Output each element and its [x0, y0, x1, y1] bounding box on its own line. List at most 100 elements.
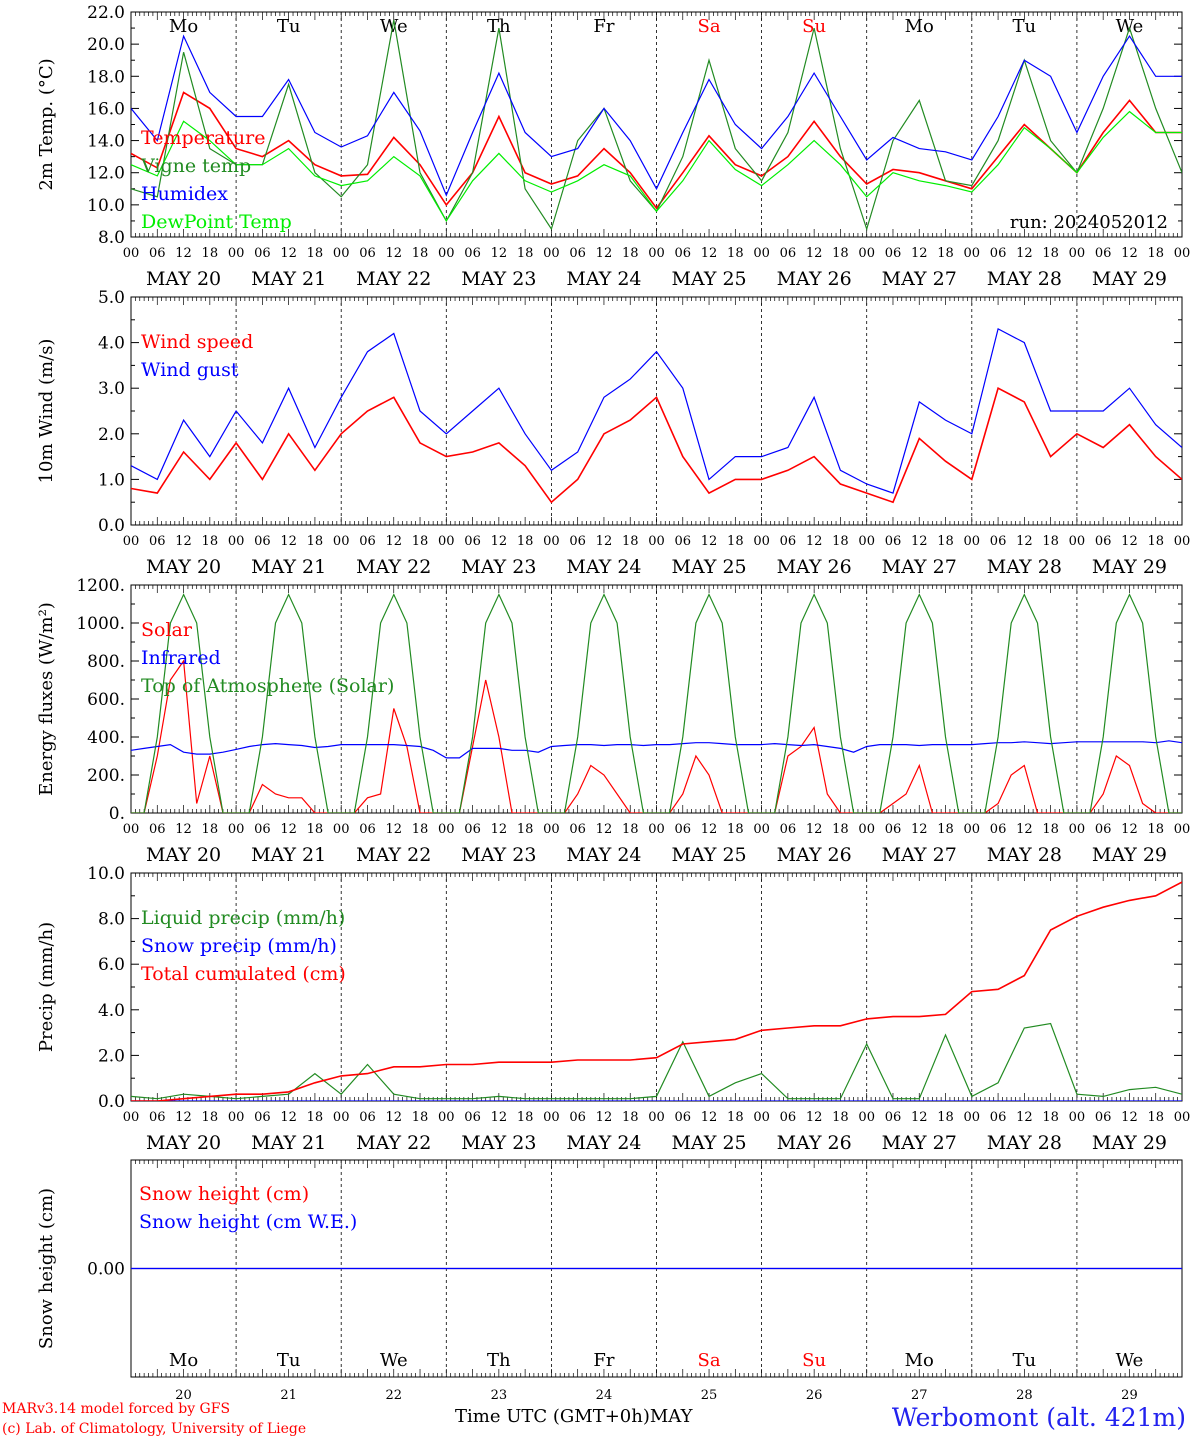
y-axis-label: Snow height (cm) [36, 1188, 57, 1349]
hour-tick-label: 00 [543, 822, 560, 837]
hour-tick-label: 06 [359, 1110, 376, 1125]
legend-entry: Snow height (cm W.E.) [139, 1211, 357, 1233]
hour-tick-label: 06 [359, 822, 376, 837]
hour-tick-label: 12 [701, 1110, 718, 1125]
hour-tick-label: 18 [727, 822, 744, 837]
y-tick-label: 0. [109, 804, 125, 824]
hour-tick-label: 06 [1095, 822, 1112, 837]
model-credit: MARv3.14 model forced by GFS [2, 1401, 231, 1417]
y-tick-label: 1.0 [98, 470, 125, 490]
date-label: MAY 28 [987, 1132, 1062, 1154]
hour-tick-label: 00 [964, 246, 981, 261]
weekday-label: Sa [698, 16, 721, 37]
hour-tick-label: 12 [596, 1110, 613, 1125]
y-axis-label: 10m Wind (m/s) [36, 339, 57, 484]
hour-tick-label: 00 [858, 1110, 875, 1125]
hour-tick-label: 00 [438, 1110, 455, 1125]
hour-tick-label: 00 [858, 246, 875, 261]
y-tick-label: 0.0 [98, 516, 125, 536]
y-tick-label: 12.0 [87, 164, 125, 184]
hour-tick-label: 18 [832, 246, 849, 261]
hour-tick-label: 12 [491, 1110, 508, 1125]
weekday-label: Sa [698, 1350, 721, 1371]
hour-tick-label: 12 [806, 1110, 823, 1125]
y-tick-label: 800. [87, 652, 125, 672]
hour-tick-label: 00 [1069, 534, 1086, 549]
hour-tick-label: 06 [464, 534, 481, 549]
hour-tick-label: 18 [307, 822, 324, 837]
date-label: MAY 24 [566, 844, 641, 866]
weekday-label: Tu [1013, 1350, 1037, 1371]
y-tick-label: 600. [87, 690, 125, 710]
hour-tick-label: 06 [464, 822, 481, 837]
hour-tick-label: 18 [307, 1110, 324, 1125]
hour-tick-label: 00 [753, 534, 770, 549]
total-cumulated-cm-line [131, 881, 1182, 1101]
hour-tick-label: 00 [228, 534, 245, 549]
legend-entry: Solar [141, 619, 193, 641]
hour-tick-label: 00 [123, 822, 140, 837]
y-tick-label: 10.0 [87, 196, 125, 216]
time-axis-text: Time UTC (GMT+0h) [455, 1406, 650, 1427]
hour-tick-label: 00 [648, 1110, 665, 1125]
hour-tick-label: 00 [753, 822, 770, 837]
humidex-line [131, 34, 1182, 197]
hour-tick-label: 12 [385, 1110, 402, 1125]
hour-tick-label: 12 [806, 534, 823, 549]
hour-tick-label: 00 [753, 1110, 770, 1125]
y-tick-label: 14.0 [87, 132, 125, 152]
y-axis-label: 2m Temp. (°C) [36, 58, 57, 190]
hour-tick-label: 12 [175, 1110, 192, 1125]
hour-tick-label: 12 [701, 822, 718, 837]
date-label: MAY 25 [671, 844, 746, 866]
hour-tick-label: 18 [307, 246, 324, 261]
hour-tick-label: 00 [333, 534, 350, 549]
hour-tick-label: 06 [675, 1110, 692, 1125]
hour-tick-label: 12 [280, 822, 297, 837]
date-label: MAY 22 [356, 556, 431, 578]
hour-tick-label: 18 [622, 246, 639, 261]
legend-entry: Snow precip (mm/h) [141, 935, 337, 957]
y-tick-label: 18.0 [87, 67, 125, 87]
legend-entry: Top of Atmosphere (Solar) [141, 675, 394, 697]
hour-tick-label: 18 [1042, 246, 1059, 261]
liquid-precip-mm-h-line [131, 1022, 1182, 1100]
hour-tick-label: 18 [832, 822, 849, 837]
hour-tick-label: 18 [1042, 822, 1059, 837]
day-number-label: 20 [175, 1388, 192, 1403]
hour-tick-label: 18 [937, 246, 954, 261]
hour-tick-label: 00 [333, 1110, 350, 1125]
hour-tick-label: 06 [1095, 534, 1112, 549]
date-label: MAY 26 [777, 556, 852, 578]
hour-tick-label: 06 [149, 1110, 166, 1125]
hour-tick-label: 00 [858, 822, 875, 837]
hour-tick-label: 00 [648, 534, 665, 549]
hour-tick-label: 12 [1016, 246, 1033, 261]
day-number-label: 22 [385, 1388, 402, 1403]
hour-tick-label: 12 [1121, 1110, 1138, 1125]
legend-entry: Wind gust [141, 359, 239, 381]
weekday-label: Th [487, 1350, 511, 1371]
legend-entry: DewPoint Temp [141, 211, 292, 233]
y-tick-label: 0.0 [98, 1092, 125, 1112]
hour-tick-label: 12 [280, 1110, 297, 1125]
solar-line [131, 659, 1182, 813]
hour-tick-label: 12 [385, 246, 402, 261]
weekday-label: Tu [1013, 16, 1037, 37]
legend-entry: Infrared [141, 647, 221, 669]
date-label: MAY 27 [882, 844, 957, 866]
hour-tick-label: 06 [1095, 246, 1112, 261]
hour-tick-label: 12 [491, 822, 508, 837]
date-label: MAY 20 [146, 844, 221, 866]
y-tick-label: 4.0 [98, 1001, 125, 1021]
weekday-label: Mo [169, 16, 198, 37]
hour-tick-label: 00 [333, 822, 350, 837]
date-label: MAY 28 [987, 556, 1062, 578]
hour-tick-label: 18 [412, 1110, 429, 1125]
y-tick-label: 2.0 [98, 1046, 125, 1066]
hour-tick-label: 12 [806, 246, 823, 261]
day-number-label: 28 [1016, 1388, 1033, 1403]
date-label: MAY 20 [146, 556, 221, 578]
weekday-label: Su [802, 1350, 826, 1371]
